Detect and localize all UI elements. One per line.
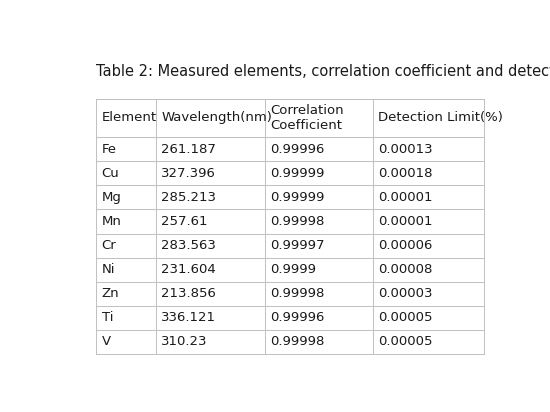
Text: V: V [102, 335, 111, 349]
Text: 0.99998: 0.99998 [270, 287, 324, 300]
Text: 283.563: 283.563 [161, 239, 216, 252]
Text: 0.00018: 0.00018 [378, 167, 433, 180]
Text: Zn: Zn [102, 287, 119, 300]
Text: 231.604: 231.604 [161, 263, 216, 276]
Text: 0.9999: 0.9999 [270, 263, 316, 276]
Text: Detection Limit(%): Detection Limit(%) [378, 111, 503, 124]
Text: 0.00001: 0.00001 [378, 191, 433, 204]
Text: Table 2: Measured elements, correlation coefficient and detection limit: Table 2: Measured elements, correlation … [96, 64, 550, 79]
Text: 0.99997: 0.99997 [270, 239, 324, 252]
Text: 0.99999: 0.99999 [270, 191, 324, 204]
Text: Wavelength(nm): Wavelength(nm) [161, 111, 272, 124]
Text: Element: Element [102, 111, 157, 124]
Text: 0.00003: 0.00003 [378, 287, 433, 300]
Text: 310.23: 310.23 [161, 335, 208, 349]
Text: 285.213: 285.213 [161, 191, 216, 204]
Text: 261.187: 261.187 [161, 143, 216, 156]
Text: 336.121: 336.121 [161, 311, 216, 324]
Text: 0.00001: 0.00001 [378, 215, 433, 228]
Text: 257.61: 257.61 [161, 215, 208, 228]
Text: 0.00005: 0.00005 [378, 335, 433, 349]
Text: Mn: Mn [102, 215, 122, 228]
Text: 0.00013: 0.00013 [378, 143, 433, 156]
Text: Ni: Ni [102, 263, 115, 276]
Text: Fe: Fe [102, 143, 117, 156]
Text: Ti: Ti [102, 311, 113, 324]
Text: 327.396: 327.396 [161, 167, 216, 180]
Text: 0.00005: 0.00005 [378, 311, 433, 324]
Text: Cr: Cr [102, 239, 116, 252]
Text: 0.99996: 0.99996 [270, 311, 324, 324]
Text: 0.00006: 0.00006 [378, 239, 433, 252]
Text: 0.99999: 0.99999 [270, 167, 324, 180]
Text: 0.00008: 0.00008 [378, 263, 433, 276]
Text: Correlation
Coefficient: Correlation Coefficient [270, 104, 343, 132]
Text: 0.99998: 0.99998 [270, 335, 324, 349]
Text: 213.856: 213.856 [161, 287, 216, 300]
Text: Mg: Mg [102, 191, 122, 204]
Text: Cu: Cu [102, 167, 119, 180]
Text: 0.99998: 0.99998 [270, 215, 324, 228]
Text: 0.99996: 0.99996 [270, 143, 324, 156]
